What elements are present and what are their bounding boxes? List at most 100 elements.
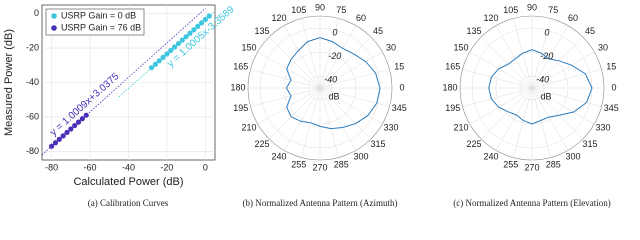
point	[152, 61, 159, 67]
point	[75, 119, 82, 125]
y-tick-label: -40	[26, 77, 39, 87]
point	[60, 133, 66, 139]
legend-box	[45, 8, 145, 36]
point	[68, 126, 74, 132]
theta-tick-label: 30	[598, 42, 608, 52]
theta-tick-label: 225	[467, 139, 482, 149]
theta-tick-label: 180	[230, 82, 245, 92]
theta-tick-label: 270	[524, 162, 539, 172]
theta-tick-label: 315	[582, 139, 597, 149]
r-tick-label: -40	[536, 75, 549, 85]
point	[64, 129, 70, 136]
theta-tick-label: 195	[445, 103, 460, 113]
x-axis-label: Calculated Power (dB)	[73, 176, 183, 188]
theta-tick-label: 45	[585, 26, 595, 36]
ring	[307, 75, 333, 101]
point	[49, 143, 55, 149]
point	[183, 34, 189, 40]
r-tick-label: -20	[540, 51, 553, 61]
theta-tick-label: 105	[503, 5, 518, 15]
r-unit-label: dB	[540, 91, 551, 101]
theta-tick-label: 180	[442, 82, 457, 92]
theta-tick-label: 60	[568, 13, 578, 23]
theta-tick-label: 330	[383, 122, 398, 132]
theta-tick-label: 255	[291, 160, 306, 170]
x-tick-label: -60	[84, 162, 97, 172]
x-tick-label: 0	[203, 162, 208, 172]
theta-tick-label: 165	[445, 62, 460, 72]
x-tick-label: -20	[160, 162, 173, 172]
point	[79, 116, 85, 122]
theta-tick-label: 45	[373, 26, 383, 36]
theta-tick-label: 255	[503, 160, 518, 170]
caption: (b) Normalized Antenna Pattern (Azimuth)	[243, 198, 398, 208]
y-tick-label: 0	[34, 8, 39, 18]
theta-tick-label: 285	[546, 160, 561, 170]
point	[187, 30, 193, 36]
theta-tick-label: 90	[527, 2, 537, 12]
theta-tick-label: 15	[606, 62, 616, 72]
theta-tick-label: 270	[312, 162, 327, 172]
y-tick-label: -20	[26, 42, 39, 52]
theta-tick-label: 120	[483, 13, 498, 23]
theta-tick-label: 135	[467, 26, 482, 36]
point	[156, 58, 162, 64]
theta-tick-label: 60	[356, 13, 366, 23]
point	[191, 27, 197, 33]
legend-label: USRP Gain = 0 dB	[61, 10, 136, 20]
theta-tick-label: 150	[453, 42, 468, 52]
figure: -80 -60 -40 -20 0 -80 -60 -40 -20 0 Calculated Pow…	[3, 2, 619, 208]
theta-tick-label: 240	[483, 152, 498, 162]
theta-tick-label: 240	[271, 152, 286, 162]
theta-tick-label: 150	[241, 42, 256, 52]
theta-tick-label: 210	[453, 122, 468, 132]
theta-tick-label: 345	[604, 103, 619, 113]
theta-tick-label: 135	[255, 26, 270, 36]
theta-tick-label: 0	[611, 82, 616, 92]
r-tick-label: 0	[544, 27, 549, 37]
point	[195, 23, 201, 29]
theta-tick-label: 300	[353, 152, 368, 162]
legend-marker	[51, 25, 57, 31]
theta-tick-label: 165	[233, 62, 248, 72]
theta-tick-label: 210	[241, 122, 256, 132]
point	[175, 40, 182, 47]
pattern-line	[488, 49, 593, 125]
y-tick-label: -60	[26, 111, 39, 121]
point	[179, 37, 185, 43]
theta-tick-label: 300	[565, 152, 580, 162]
point	[168, 47, 174, 54]
r-tick-label: -40	[324, 75, 337, 85]
theta-tick-label: 315	[370, 139, 385, 149]
pattern-line	[285, 37, 381, 130]
theta-tick-label: 75	[336, 5, 346, 15]
theta-tick-label: 15	[394, 62, 404, 72]
theta-tick-label: 0	[399, 82, 404, 92]
theta-tick-label: 30	[386, 42, 396, 52]
point	[202, 16, 208, 23]
theta-tick-label: 120	[271, 13, 286, 23]
point	[148, 65, 155, 71]
point	[198, 20, 205, 26]
x-tick-label: -40	[122, 162, 135, 172]
theta-tick-label: 330	[595, 122, 610, 132]
r-tick-label: 0	[332, 27, 337, 37]
theta-tick-label: 225	[255, 139, 270, 149]
ring	[519, 75, 545, 101]
caption: (a) Calibration Curves	[88, 198, 169, 208]
point	[83, 112, 89, 118]
r-unit-label: dB	[328, 91, 339, 101]
point	[172, 44, 178, 50]
theta-tick-label: 195	[233, 103, 248, 113]
theta-tick-label: 90	[315, 2, 325, 12]
y-axis-label: Measured Power (dB)	[3, 29, 15, 136]
legend-marker	[51, 13, 57, 19]
legend-label: USRP Gain = 76 dB	[61, 22, 141, 32]
ring	[283, 51, 357, 125]
caption: (c) Normalized Antenna Pattern (Elevatio…	[453, 198, 610, 208]
theta-tick-label: 285	[334, 160, 349, 170]
y-tick-label: -80	[26, 146, 39, 156]
point	[164, 51, 170, 57]
point	[160, 54, 166, 60]
r-tick-label: -20	[328, 51, 341, 61]
